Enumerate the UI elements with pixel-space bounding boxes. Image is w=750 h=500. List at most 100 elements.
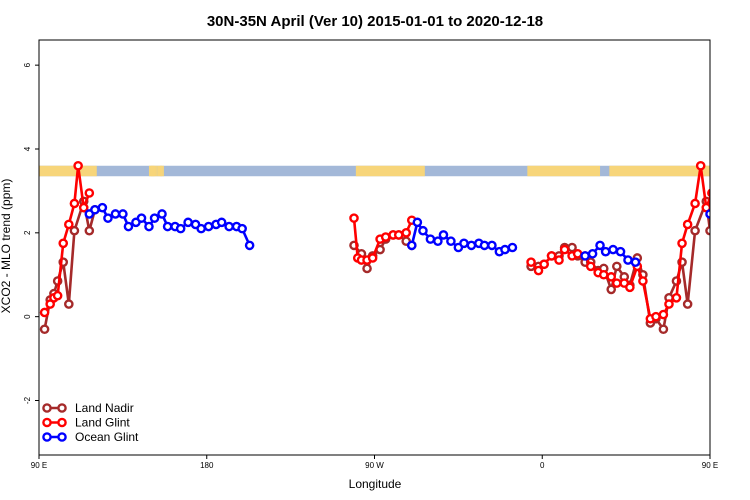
land-span	[527, 165, 601, 177]
data-point-ocean-glint	[742, 210, 749, 217]
y-tick-label: 2	[23, 230, 32, 235]
data-point-land-glint	[625, 282, 635, 293]
data-point-land-glint	[612, 278, 622, 288]
legend-marker-ocean-glint	[42, 432, 52, 442]
data-point-land-glint	[349, 213, 359, 223]
x-axis: 90 E 180 90 W 0 90 E	[31, 455, 718, 470]
legend-label-ocean-glint: Ocean Glint	[75, 430, 139, 444]
y-axis: -2 0 2 4 6	[23, 62, 39, 404]
data-point-ocean-glint	[734, 210, 741, 217]
data-point-ocean-glint	[466, 240, 477, 251]
data-point-land-glint	[393, 230, 404, 240]
data-point-land-glint	[58, 238, 69, 249]
data-point-ocean-glint	[705, 209, 710, 219]
data-point-ocean-glint	[216, 217, 227, 228]
data-point-ocean-glint	[244, 240, 255, 251]
data-point-ocean-glint	[203, 221, 214, 232]
data-point-ocean-glint	[425, 234, 436, 244]
data-point-land-glint	[606, 272, 617, 282]
data-point-ocean-glint	[157, 209, 167, 219]
data-point-land-glint	[690, 198, 700, 209]
data-point-ocean-glint	[608, 244, 618, 255]
data-point-land-nadir	[362, 263, 372, 274]
data-point-land-nadir	[69, 225, 80, 236]
x-tick-label: 90 E	[702, 461, 718, 470]
data-point-ocean-glint	[487, 240, 497, 251]
data-point-land-nadir	[682, 299, 693, 309]
data-point-land-glint	[585, 261, 596, 272]
series-land-glint	[39, 160, 710, 324]
data-point-ocean-glint	[97, 202, 108, 213]
data-point-land-nadir	[658, 324, 669, 335]
series-ocean-glint	[84, 202, 749, 267]
data-point-ocean-glint	[433, 236, 443, 247]
y-tick-label: 4	[23, 146, 32, 151]
data-point-land-nadir	[567, 242, 577, 253]
data-point-ocean-glint	[479, 240, 490, 251]
data-point-ocean-glint	[595, 240, 605, 251]
data-point-land-glint	[554, 255, 564, 265]
land-span	[150, 165, 156, 177]
data-point-ocean-glint	[600, 246, 611, 257]
data-point-land-glint	[572, 248, 583, 259]
data-point-land-glint	[39, 307, 50, 318]
data-point-ocean-glint	[446, 236, 456, 247]
land-span	[355, 165, 425, 177]
data-point-land-glint	[526, 257, 536, 267]
data-point-land-nadir	[705, 225, 710, 236]
legend-marker-land-glint	[42, 417, 52, 428]
data-point-ocean-glint	[587, 248, 598, 259]
data-point-land-glint	[671, 293, 682, 303]
data-point-land-nadir	[714, 206, 721, 213]
data-point-land-glint	[401, 228, 411, 238]
data-point-ocean-glint	[123, 221, 134, 232]
data-point-land-nadir	[64, 299, 74, 309]
data-point-ocean-glint	[118, 209, 128, 219]
data-point-land-glint	[682, 219, 693, 230]
data-point-ocean-glint	[196, 223, 206, 234]
land-span	[157, 165, 163, 177]
data-point-ocean-glint	[500, 244, 510, 255]
data-point-ocean-glint	[175, 223, 186, 234]
y-tick-label: -2	[23, 396, 32, 404]
data-point-land-glint	[546, 251, 557, 261]
series-layer	[39, 160, 749, 335]
y-tick-label: 0	[23, 314, 32, 319]
data-point-ocean-glint	[103, 213, 113, 223]
data-point-ocean-glint	[721, 204, 728, 211]
data-point-land-glint	[638, 276, 648, 286]
data-point-land-glint	[367, 253, 378, 263]
data-point-ocean-glint	[727, 215, 734, 222]
land-span	[609, 165, 710, 177]
land-span	[156, 165, 158, 177]
data-point-ocean-glint	[615, 246, 626, 257]
data-point-ocean-glint	[714, 206, 721, 213]
data-point-ocean-glint	[412, 217, 423, 228]
data-point-ocean-glint	[237, 223, 247, 234]
data-point-ocean-glint	[459, 238, 469, 249]
x-tick-label: 0	[540, 461, 545, 470]
data-point-ocean-glint	[144, 221, 154, 232]
data-point-ocean-glint	[183, 217, 193, 228]
data-point-ocean-glint	[507, 242, 518, 253]
legend-marker-land-nadir	[57, 403, 67, 413]
data-point-ocean-glint	[110, 209, 121, 219]
legend-label-land-nadir: Land Nadir	[75, 401, 134, 415]
data-point-land-glint	[677, 238, 687, 249]
data-point-land-glint	[664, 299, 674, 309]
data-point-ocean-glint	[630, 257, 641, 267]
legend-marker-land-nadir	[42, 403, 52, 413]
land-span	[39, 165, 97, 177]
land-mask	[39, 165, 710, 177]
land-span	[160, 165, 163, 177]
data-point-land-glint	[658, 309, 669, 320]
data-point-land-nadir	[612, 261, 622, 272]
legend-marker-land-glint	[57, 417, 67, 428]
data-point-ocean-glint	[90, 204, 100, 215]
data-point-land-glint	[64, 219, 74, 230]
data-point-land-glint	[84, 188, 95, 198]
data-point-ocean-glint	[418, 225, 428, 236]
data-point-ocean-glint	[438, 230, 449, 240]
